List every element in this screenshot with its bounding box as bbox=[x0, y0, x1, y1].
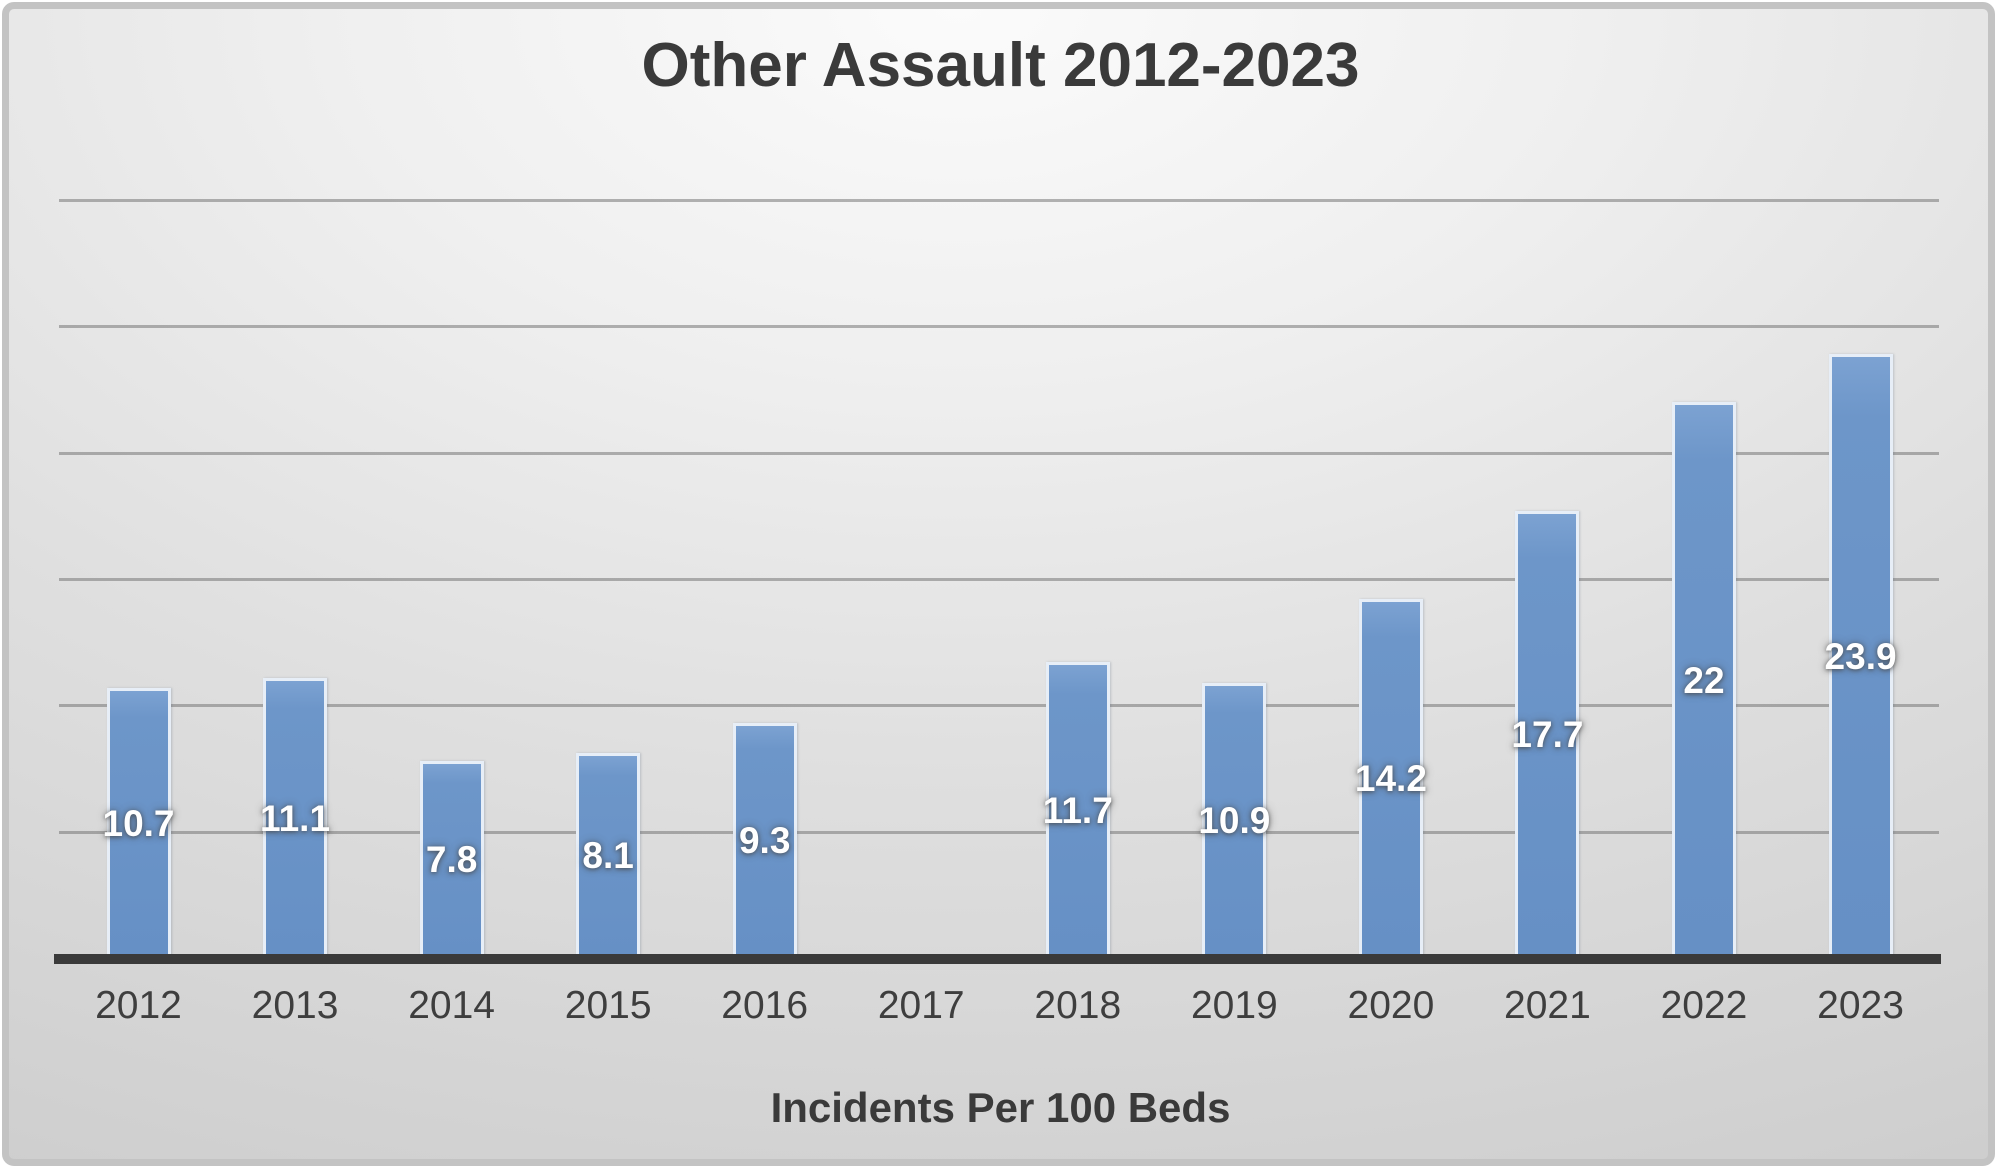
data-label-2013: 11.1 bbox=[260, 797, 331, 839]
bar-2014: 7.8 bbox=[419, 761, 484, 958]
data-label-2014: 7.8 bbox=[425, 839, 478, 881]
gridline-20 bbox=[59, 451, 1939, 455]
data-label-2019: 10.9 bbox=[1198, 800, 1271, 842]
plot-area: 10.7 11.1 7.8 8.1 9.3 11.7 10.9 14.2 17.7 22 23.9 bbox=[56, 199, 1941, 958]
bar-2018: 11.7 bbox=[1042, 662, 1113, 958]
x-tick-label-2016: 2016 bbox=[721, 984, 809, 1027]
x-tick-label-2014: 2014 bbox=[408, 984, 495, 1027]
data-label-2012: 10.7 bbox=[102, 802, 175, 844]
bar-2015: 8.1 bbox=[576, 753, 641, 958]
bar-2016: 9.3 bbox=[732, 723, 797, 958]
data-label-2023: 23.9 bbox=[1824, 635, 1897, 677]
x-tick-label-2018: 2018 bbox=[1034, 984, 1122, 1027]
data-label-2018: 11.7 bbox=[1042, 789, 1113, 831]
x-tick-label-2023: 2023 bbox=[1817, 984, 1904, 1027]
bar-2021: 17.7 bbox=[1511, 511, 1583, 958]
chart-title: Other Assault 2012-2023 bbox=[641, 31, 1360, 100]
data-label-2020: 14.2 bbox=[1354, 758, 1427, 800]
x-axis-title: Incidents Per 100 Beds bbox=[770, 1084, 1231, 1131]
bar-2022: 22 bbox=[1672, 402, 1736, 958]
x-tick-label-2022: 2022 bbox=[1660, 984, 1748, 1027]
x-tick-label-2015: 2015 bbox=[564, 984, 652, 1027]
gridline-5 bbox=[59, 830, 1939, 834]
x-tick-label-2017: 2017 bbox=[877, 984, 965, 1027]
gridline-25 bbox=[59, 325, 1939, 329]
x-tick-label-2012: 2012 bbox=[95, 984, 182, 1027]
bar-2013: 11.1 bbox=[260, 678, 331, 958]
data-label-2021: 17.7 bbox=[1511, 714, 1584, 756]
x-tick-label-2019: 2019 bbox=[1190, 984, 1278, 1027]
gridline-10 bbox=[59, 704, 1939, 708]
x-axis-tick-labels: 2012 2013 2014 2015 2016 2017 2018 2019 2020 2021… bbox=[0, 984, 2001, 1036]
x-tick-label-2021: 2021 bbox=[1504, 984, 1591, 1027]
x-tick-label-2013: 2013 bbox=[251, 984, 339, 1027]
bar-2023: 23.9 bbox=[1825, 354, 1897, 958]
x-axis-line bbox=[54, 954, 1941, 964]
data-label-2022: 22 bbox=[1683, 659, 1725, 701]
bar-2020: 14.2 bbox=[1355, 599, 1427, 958]
x-tick-label-2020: 2020 bbox=[1347, 984, 1435, 1027]
bar-2012: 10.7 bbox=[102, 688, 175, 958]
bar-2019: 10.9 bbox=[1198, 683, 1270, 958]
data-label-2015: 8.1 bbox=[582, 835, 634, 877]
gridline-30 bbox=[59, 199, 1939, 202]
data-label-2016: 9.3 bbox=[738, 820, 791, 862]
gridline-15 bbox=[59, 578, 1939, 581]
